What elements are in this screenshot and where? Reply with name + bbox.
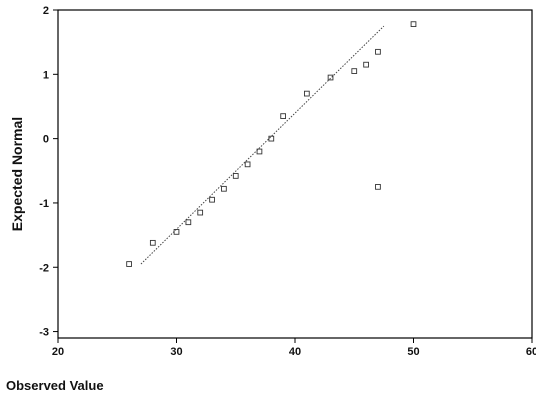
x-tick-label: 20 xyxy=(52,346,64,358)
data-point xyxy=(327,74,334,81)
data-point xyxy=(304,90,310,97)
data-point xyxy=(221,185,227,192)
data-point xyxy=(268,135,275,142)
data-point xyxy=(197,209,204,216)
reference-line-layer xyxy=(140,25,385,265)
data-point xyxy=(410,21,417,27)
data-point xyxy=(185,219,192,226)
x-tick-label: 40 xyxy=(289,346,301,358)
data-point xyxy=(244,161,251,168)
y-tick-label: 0 xyxy=(43,134,49,146)
x-axis: 20 30 40 50 60 xyxy=(52,338,536,358)
data-point xyxy=(280,113,287,119)
plot-area xyxy=(57,9,533,339)
data-point xyxy=(209,196,215,203)
points-layer xyxy=(126,21,417,267)
y-tick-label: -2 xyxy=(39,262,49,274)
x-tick-label: 50 xyxy=(407,346,419,358)
data-point xyxy=(256,148,263,155)
data-point xyxy=(351,68,358,74)
data-point xyxy=(126,261,132,267)
reference-line xyxy=(140,25,385,265)
y-tick-label: -1 xyxy=(39,198,49,210)
data-point xyxy=(375,184,381,190)
y-axis: -3 -2 -1 0 1 2 xyxy=(39,5,58,339)
x-tick-label: 30 xyxy=(170,346,182,358)
x-axis-label: Observed Value xyxy=(6,378,104,393)
y-axis-label: Expected Normal xyxy=(9,117,25,231)
data-point xyxy=(375,48,381,55)
data-point xyxy=(232,173,239,179)
x-tick-label: 60 xyxy=(526,346,536,358)
data-point xyxy=(363,61,369,68)
y-tick-label: 2 xyxy=(43,5,49,17)
y-tick-label: 1 xyxy=(43,69,49,81)
y-tick-label: -3 xyxy=(39,327,49,339)
data-point xyxy=(173,229,180,235)
plot-frame xyxy=(57,9,533,339)
data-point xyxy=(149,239,156,246)
